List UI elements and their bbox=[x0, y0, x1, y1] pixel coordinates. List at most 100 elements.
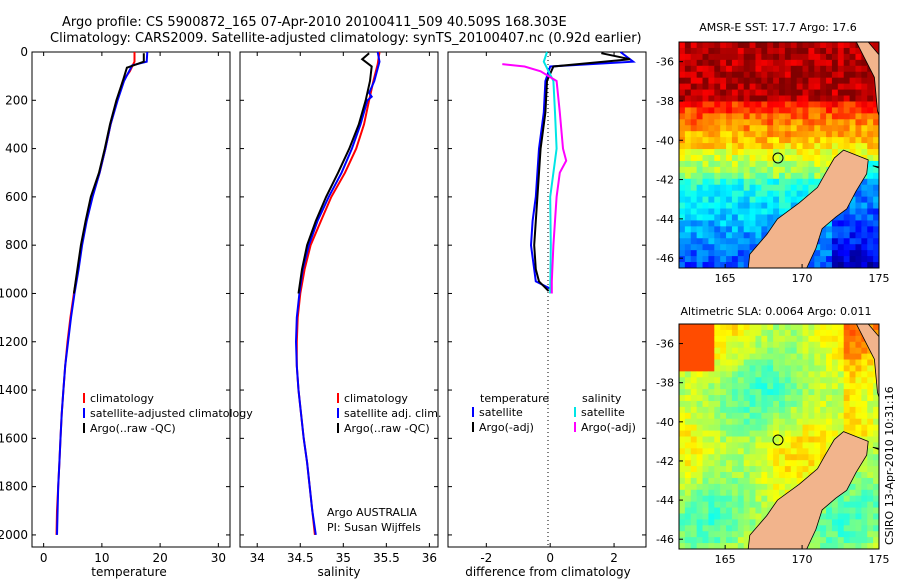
map-cell bbox=[679, 472, 686, 479]
map-cell bbox=[779, 95, 786, 103]
map-cell bbox=[737, 262, 745, 268]
map-cell bbox=[690, 71, 698, 79]
map-cell bbox=[779, 371, 786, 378]
map-cell bbox=[808, 95, 815, 103]
map-cell bbox=[796, 196, 804, 204]
map-cell bbox=[773, 42, 780, 49]
map-cell bbox=[720, 495, 727, 503]
map-cell bbox=[820, 262, 827, 268]
map-cell bbox=[826, 226, 833, 233]
map-cell bbox=[690, 95, 698, 103]
map-cell bbox=[755, 77, 762, 85]
map-cell bbox=[761, 214, 768, 222]
map-cell bbox=[679, 466, 686, 473]
map-cell bbox=[714, 389, 721, 396]
map-cell bbox=[761, 220, 768, 227]
map-cell bbox=[761, 489, 768, 497]
map-cell bbox=[761, 377, 768, 384]
map-cell bbox=[690, 389, 698, 396]
map-cell bbox=[702, 125, 710, 132]
map-cell bbox=[767, 172, 774, 180]
map-cell bbox=[784, 143, 792, 150]
map-cell bbox=[837, 244, 845, 251]
map-cell bbox=[831, 256, 839, 263]
map-cell bbox=[679, 400, 686, 408]
map-cell bbox=[702, 214, 710, 222]
map-cell bbox=[843, 256, 851, 263]
map-cell bbox=[849, 149, 857, 156]
map-cell bbox=[679, 42, 686, 49]
map-cell bbox=[779, 208, 786, 216]
map-cell bbox=[690, 119, 698, 126]
map-x-tick-label: 170 bbox=[792, 553, 813, 566]
map-cell bbox=[826, 513, 833, 520]
map-cell bbox=[679, 256, 686, 263]
map-cell bbox=[720, 395, 727, 402]
map-cell bbox=[808, 113, 815, 120]
map-cell bbox=[731, 418, 739, 426]
map-cell bbox=[690, 131, 698, 138]
map-cell bbox=[720, 383, 727, 390]
map-cell bbox=[796, 89, 804, 97]
map-cell bbox=[679, 483, 686, 491]
map-cell bbox=[861, 359, 868, 367]
map-cell bbox=[855, 466, 862, 473]
map-cell bbox=[737, 383, 745, 390]
map-y-tick-label: -36 bbox=[656, 56, 674, 69]
x-tick-label: 34 bbox=[250, 551, 265, 565]
map-cell bbox=[726, 256, 733, 263]
map-cell bbox=[737, 519, 745, 526]
map-cell bbox=[820, 101, 827, 109]
map-cell bbox=[702, 178, 710, 186]
map-cell bbox=[779, 383, 786, 390]
map-cell bbox=[861, 531, 868, 538]
map-cell bbox=[690, 220, 698, 227]
map-cell bbox=[720, 329, 727, 337]
map-cell bbox=[737, 113, 745, 120]
map-cell bbox=[714, 47, 721, 55]
map-cell bbox=[831, 519, 839, 526]
map-cell bbox=[696, 389, 704, 396]
map-cell bbox=[779, 131, 786, 138]
map-cell bbox=[761, 107, 768, 114]
map-cell bbox=[702, 113, 710, 120]
map-cell bbox=[773, 448, 780, 455]
map-cell bbox=[696, 262, 704, 268]
map-cell bbox=[731, 137, 739, 144]
map-cell bbox=[843, 353, 851, 361]
map-cell bbox=[820, 53, 827, 61]
map-cell bbox=[696, 454, 704, 461]
map-cell bbox=[761, 400, 768, 408]
map-cell bbox=[796, 424, 804, 432]
map-cell bbox=[808, 65, 815, 73]
map-cell bbox=[843, 143, 851, 150]
map-cell bbox=[696, 347, 704, 355]
map-cell bbox=[726, 226, 733, 233]
map-cell bbox=[784, 418, 792, 426]
map-cell bbox=[720, 454, 727, 461]
map-cell bbox=[708, 418, 715, 426]
map-cell bbox=[767, 371, 774, 378]
map-cell bbox=[831, 347, 839, 355]
map-cell bbox=[855, 190, 862, 198]
map-cell bbox=[784, 329, 792, 337]
map-cell bbox=[720, 537, 727, 544]
map-cell bbox=[779, 412, 786, 420]
map-cell bbox=[837, 250, 845, 257]
map-x-tick-label: 165 bbox=[715, 272, 736, 285]
map-cell bbox=[814, 244, 821, 251]
map-cell bbox=[737, 537, 745, 544]
temperature-legend-2-label: Argo(..raw -QC) bbox=[90, 422, 176, 435]
map-cell bbox=[737, 42, 745, 49]
map-cell bbox=[867, 95, 874, 103]
map-cell bbox=[826, 335, 833, 343]
map-cell bbox=[849, 137, 857, 144]
map-cell bbox=[743, 383, 751, 390]
map-cell bbox=[731, 65, 739, 73]
map-cell bbox=[755, 377, 762, 384]
map-cell bbox=[702, 262, 710, 268]
map-cell bbox=[749, 220, 757, 227]
map-cell bbox=[731, 119, 739, 126]
map-cell bbox=[826, 519, 833, 526]
map-cell bbox=[720, 95, 727, 103]
